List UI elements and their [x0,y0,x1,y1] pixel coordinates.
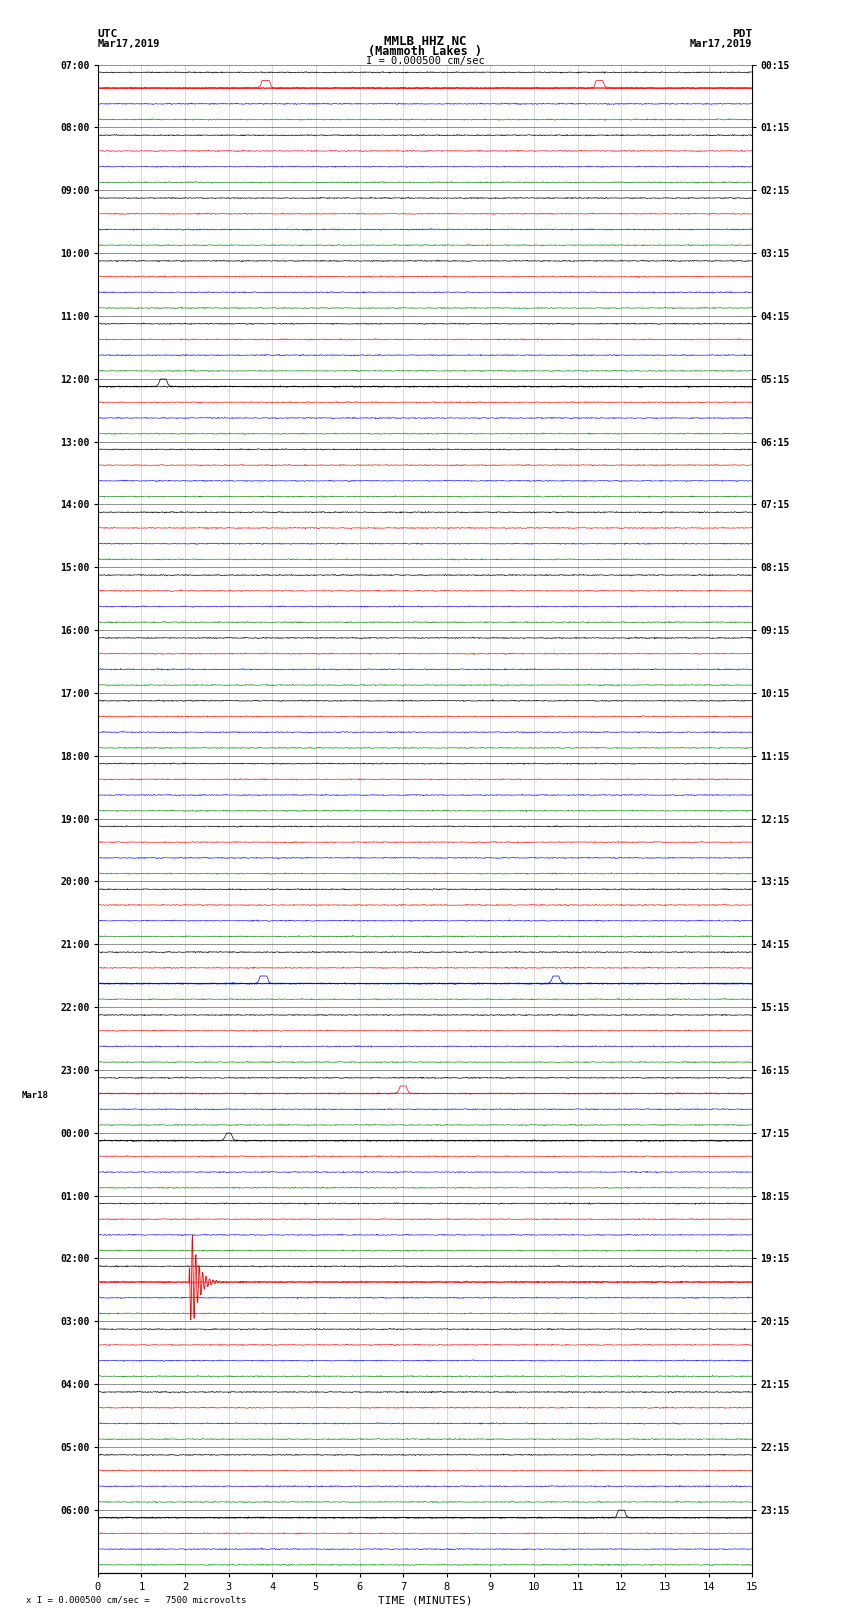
Text: I = 0.000500 cm/sec: I = 0.000500 cm/sec [366,56,484,66]
Text: Mar17,2019: Mar17,2019 [689,39,752,48]
Text: (Mammoth Lakes ): (Mammoth Lakes ) [368,45,482,58]
X-axis label: TIME (MINUTES): TIME (MINUTES) [377,1595,473,1607]
Text: x I = 0.000500 cm/sec =   7500 microvolts: x I = 0.000500 cm/sec = 7500 microvolts [26,1595,246,1605]
Text: UTC: UTC [98,29,118,39]
Text: MMLB HHZ NC: MMLB HHZ NC [383,35,467,48]
Text: Mar18: Mar18 [22,1090,48,1100]
Text: PDT: PDT [732,29,752,39]
Text: Mar17,2019: Mar17,2019 [98,39,161,48]
